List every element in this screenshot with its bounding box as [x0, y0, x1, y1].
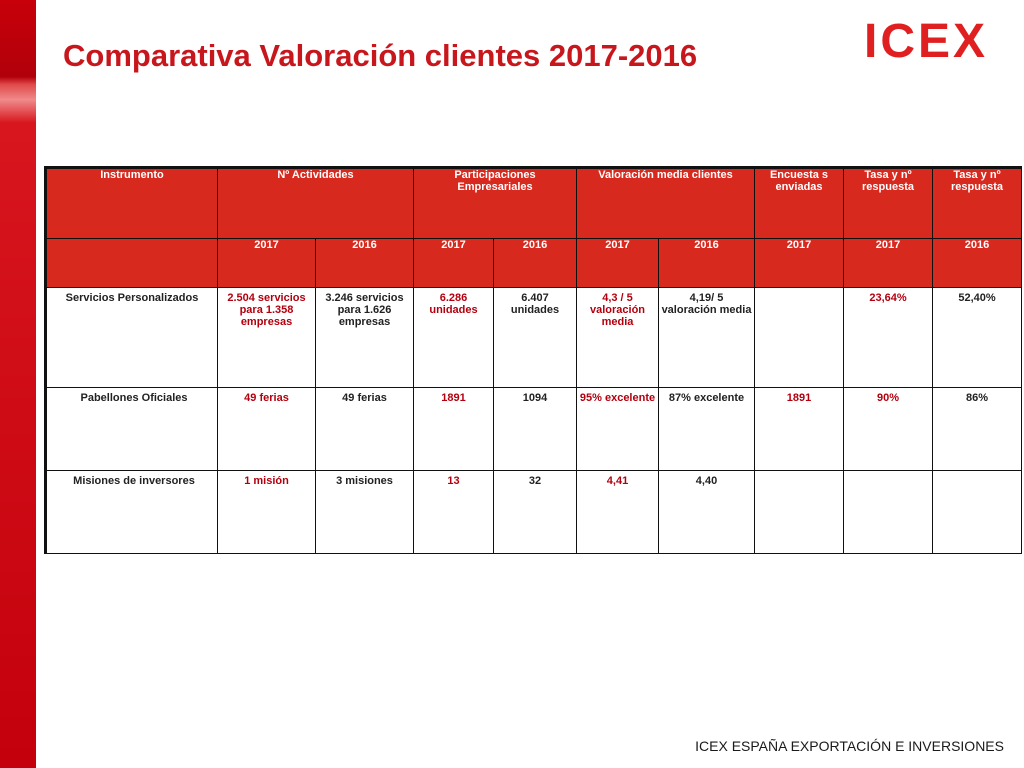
year-cell-empty — [45, 238, 218, 288]
year-cell: 2016 — [315, 238, 414, 288]
table-cell: 87% excelente — [658, 387, 755, 471]
table-cell: 1891 — [754, 387, 844, 471]
table-cell — [843, 470, 933, 554]
table-cell: 2.504 servicios para 1.358 empresas — [217, 287, 316, 388]
table-cell: 52,40% — [932, 287, 1022, 388]
year-cell: 2017 — [217, 238, 316, 288]
left-accent-bar — [0, 0, 36, 768]
table-cell: 32 — [493, 470, 577, 554]
year-cell: 2017 — [754, 238, 844, 288]
year-row: 2017 2016 2017 2016 2017 2016 2017 2017 … — [45, 238, 1022, 288]
table-row: Pabellones Oficiales 49 ferias 49 ferias… — [45, 387, 1022, 471]
year-cell: 2016 — [658, 238, 755, 288]
header-actividades: Nº Actividades — [217, 167, 414, 239]
table-cell: 1094 — [493, 387, 577, 471]
slide-title: Comparativa Valoración clientes 2017-201… — [63, 38, 698, 73]
table-cell: 13 — [413, 470, 494, 554]
table-cell: 95% excelente — [576, 387, 659, 471]
table-cell: 6.407 unidades — [493, 287, 577, 388]
table-cell: 4,40 — [658, 470, 755, 554]
table-cell: 1891 — [413, 387, 494, 471]
year-cell: 2016 — [493, 238, 577, 288]
table-cell: 3.246 servicios para 1.626 empresas — [315, 287, 414, 388]
table-cell: 4,41 — [576, 470, 659, 554]
table-cell: 3 misiones — [315, 470, 414, 554]
header-valoracion: Valoración media clientes — [576, 167, 755, 239]
header-participaciones: Participaciones Empresariales — [413, 167, 577, 239]
table-cell: 6.286 unidades — [413, 287, 494, 388]
comparison-table: Instrumento Nº Actividades Participacion… — [44, 166, 1022, 554]
table-cell: 4,3 / 5 valoración media — [576, 287, 659, 388]
row-label: Pabellones Oficiales — [45, 387, 218, 471]
table-cell — [932, 470, 1022, 554]
row-label: Misiones de inversores — [45, 470, 218, 554]
year-cell: 2017 — [843, 238, 933, 288]
footer-text: ICEX ESPAÑA EXPORTACIÓN E INVERSIONES — [695, 738, 1004, 754]
year-cell: 2017 — [413, 238, 494, 288]
header-instrumento: Instrumento — [45, 167, 218, 239]
table-row: Servicios Personalizados 2.504 servicios… — [45, 287, 1022, 388]
table-cell: 49 ferias — [315, 387, 414, 471]
header-tasa-2016: Tasa y nº respuesta — [932, 167, 1022, 239]
year-cell: 2016 — [932, 238, 1022, 288]
header-encuestas: Encuesta s enviadas — [754, 167, 844, 239]
row-label: Servicios Personalizados — [45, 287, 218, 388]
table-cell: 90% — [843, 387, 933, 471]
header-tasa-2017: Tasa y nº respuesta — [843, 167, 933, 239]
table-cell: 49 ferias — [217, 387, 316, 471]
table-cell: 86% — [932, 387, 1022, 471]
table-cell: 1 misión — [217, 470, 316, 554]
table-row: Misiones de inversores 1 misión 3 mision… — [45, 470, 1022, 554]
table-cell: 4,19/ 5 valoración media — [658, 287, 755, 388]
logo-text: ICEX — [864, 15, 989, 68]
table-cell — [754, 287, 844, 388]
icex-logo: ICEX — [864, 15, 1002, 68]
table-cell: 23,64% — [843, 287, 933, 388]
table-cell — [754, 470, 844, 554]
year-cell: 2017 — [576, 238, 659, 288]
header-row: Instrumento Nº Actividades Participacion… — [45, 167, 1022, 239]
